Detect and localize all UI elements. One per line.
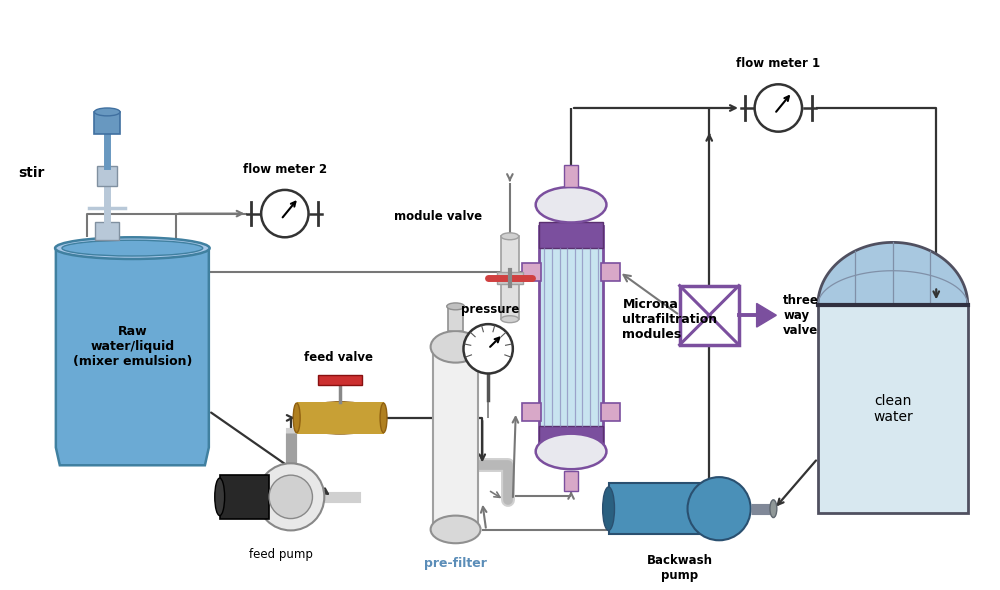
Text: pressure: pressure — [461, 303, 519, 316]
Circle shape — [688, 477, 751, 540]
Text: clean
water: clean water — [873, 394, 913, 424]
Bar — [94, 112, 120, 134]
Bar — [522, 403, 541, 421]
Text: Microna
ultrafiltration
modules: Microna ultrafiltration modules — [622, 298, 718, 340]
Bar — [539, 222, 603, 248]
Bar — [297, 402, 384, 434]
Text: Raw
water/liquid
(mixer emulsion): Raw water/liquid (mixer emulsion) — [73, 325, 192, 368]
Text: module valve: module valve — [394, 210, 482, 223]
Text: three
way
valve: three way valve — [783, 294, 819, 337]
Ellipse shape — [603, 487, 614, 530]
Ellipse shape — [501, 316, 519, 323]
Circle shape — [463, 324, 513, 373]
Circle shape — [269, 475, 312, 519]
Text: feed valve: feed valve — [304, 350, 373, 363]
Ellipse shape — [215, 478, 225, 516]
Circle shape — [261, 190, 309, 237]
Polygon shape — [757, 303, 776, 327]
Bar — [601, 403, 620, 421]
Text: feed pump: feed pump — [249, 548, 313, 561]
Bar — [680, 286, 739, 345]
Polygon shape — [818, 242, 968, 306]
Bar — [564, 165, 578, 187]
Ellipse shape — [431, 516, 481, 543]
Bar — [95, 222, 119, 240]
Bar — [601, 263, 620, 281]
Ellipse shape — [501, 233, 519, 240]
Text: stir: stir — [18, 166, 45, 180]
Bar — [539, 426, 603, 451]
Bar — [433, 347, 478, 529]
Bar — [97, 166, 117, 186]
Bar — [522, 263, 541, 281]
Bar — [448, 306, 463, 331]
Bar — [497, 272, 523, 284]
Ellipse shape — [62, 240, 203, 256]
Bar — [609, 483, 707, 535]
Bar — [539, 227, 603, 451]
Bar — [818, 306, 968, 513]
Polygon shape — [56, 248, 209, 466]
Ellipse shape — [94, 108, 120, 116]
Ellipse shape — [293, 403, 300, 432]
Circle shape — [755, 84, 802, 132]
Ellipse shape — [770, 500, 777, 517]
Ellipse shape — [431, 331, 481, 363]
Bar — [318, 375, 362, 385]
Bar — [564, 471, 578, 491]
Text: flow meter 1: flow meter 1 — [736, 57, 820, 70]
Text: Backwash
pump: Backwash pump — [647, 554, 713, 582]
Ellipse shape — [536, 434, 606, 469]
Bar — [501, 236, 519, 319]
Ellipse shape — [55, 237, 210, 259]
Circle shape — [257, 463, 324, 530]
Ellipse shape — [297, 402, 384, 434]
Text: pre-filter: pre-filter — [424, 557, 487, 570]
Ellipse shape — [380, 403, 387, 432]
Ellipse shape — [536, 187, 606, 222]
Bar — [220, 475, 269, 519]
Text: flow meter 2: flow meter 2 — [243, 163, 327, 176]
Ellipse shape — [447, 303, 464, 310]
